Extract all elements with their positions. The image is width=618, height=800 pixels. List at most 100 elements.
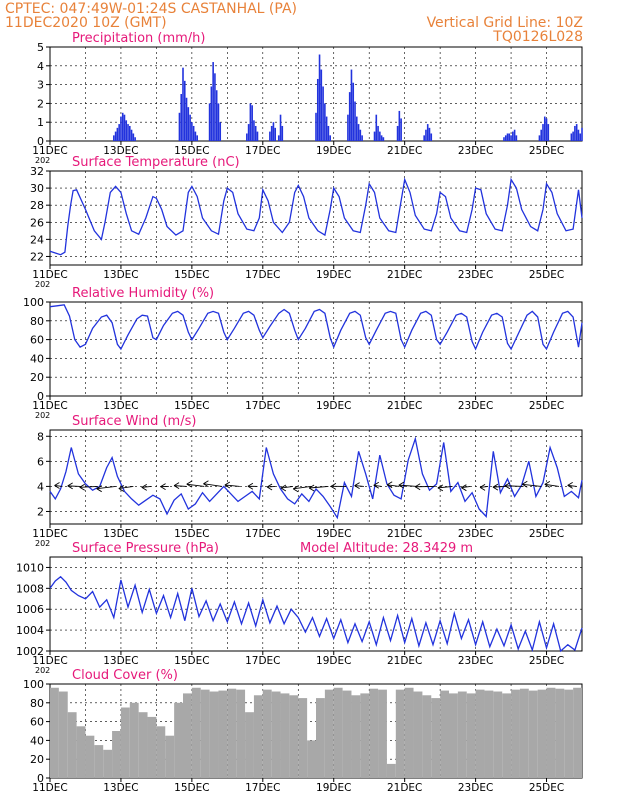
cloud-bar xyxy=(50,687,59,778)
precip-bar xyxy=(114,131,117,141)
cloud-bar xyxy=(386,763,396,778)
cloud-bar xyxy=(307,740,316,778)
wind-arrow-head xyxy=(118,485,125,492)
wind-arrow xyxy=(354,485,364,487)
wind-arrow xyxy=(373,484,382,487)
wind-arrow xyxy=(67,485,81,487)
cloud-bar xyxy=(395,689,405,778)
cloud-ytick-label: 0 xyxy=(37,772,44,785)
precip-bar xyxy=(116,127,119,141)
precip-bar xyxy=(125,120,128,141)
cloud-bar xyxy=(227,688,237,778)
precip-bar xyxy=(256,131,259,141)
precip-bar xyxy=(247,124,250,141)
temp-xtick-label: 25DEC xyxy=(529,269,564,281)
cloud-bar xyxy=(564,689,574,778)
pres-annotation: Model Altitude: 28.3429 m xyxy=(300,541,473,556)
precip-bar xyxy=(182,67,184,141)
wind-arrow xyxy=(293,485,311,490)
cloud-bar xyxy=(475,689,485,778)
temp-xtick-label: 23DEC xyxy=(458,269,493,281)
wind-arrow-head xyxy=(414,483,421,491)
wind-arrow xyxy=(387,484,400,487)
precip-bar xyxy=(132,133,135,141)
pres-frame xyxy=(49,556,583,652)
cloud-bar xyxy=(147,716,157,778)
cloud-bar xyxy=(378,689,387,778)
precip-bar xyxy=(274,127,277,141)
cloud-bar xyxy=(209,691,219,778)
precip-bar xyxy=(187,107,190,141)
precip-bar xyxy=(396,125,399,141)
precip-bar xyxy=(320,69,323,141)
wind-arrow xyxy=(567,484,577,487)
precip-bar xyxy=(373,131,376,141)
cloud-bar xyxy=(94,745,104,778)
wind-arrow-head xyxy=(67,482,73,490)
precip-ytick-label: 3 xyxy=(37,79,44,92)
cloud-bar xyxy=(174,702,183,778)
cloud-bar xyxy=(528,690,538,778)
wind-arrow xyxy=(186,483,205,487)
precip-bar xyxy=(246,133,248,141)
wind-arrow xyxy=(461,485,471,489)
wind-arrow-head xyxy=(398,481,405,489)
pres-xtick-label: 15DEC xyxy=(174,655,209,667)
cloud-bar xyxy=(218,690,228,778)
precip-bar xyxy=(316,78,319,141)
wind-arrow-head xyxy=(354,482,360,489)
precip-bar xyxy=(538,135,541,141)
wind-arrow-head xyxy=(96,485,102,493)
wind-line xyxy=(49,436,583,520)
precip-bar xyxy=(210,86,213,141)
precip-bar xyxy=(503,137,505,141)
wind-arrow xyxy=(141,485,152,488)
precip-bar xyxy=(347,114,349,141)
precip-bar xyxy=(357,124,360,141)
precip-bar xyxy=(189,114,191,141)
wind-ytick-label: 4 xyxy=(37,480,44,493)
cloud-xtick-label: 23DEC xyxy=(458,782,493,794)
precip-bar xyxy=(570,133,573,141)
precip-bar xyxy=(547,124,550,141)
pres-ytick-label: 1008 xyxy=(16,582,44,595)
wind-arrow-head xyxy=(522,480,528,488)
precip-bar xyxy=(400,118,402,141)
cloud-bar xyxy=(413,691,423,778)
precip-bar xyxy=(249,103,252,141)
cloud-bar xyxy=(324,689,334,778)
precip-xtick-label: 21DEC xyxy=(387,145,422,157)
precip-bar xyxy=(359,129,362,141)
wind-ytick-label: 8 xyxy=(37,430,44,443)
wind-arrow-head xyxy=(173,482,180,490)
wind-title: Surface Wind (m/s) xyxy=(72,414,196,429)
precip-bar xyxy=(425,129,427,141)
pres-ytick-label: 1002 xyxy=(16,645,44,658)
cloud-bar xyxy=(519,688,529,778)
cloud-bar xyxy=(298,698,308,778)
cloud-bar xyxy=(165,735,175,778)
temp-frame xyxy=(49,170,583,266)
precip-bar xyxy=(329,135,331,141)
wind-arrow-head xyxy=(461,484,467,492)
wind-arrow-head xyxy=(504,482,511,490)
precip-bar xyxy=(542,124,544,141)
wind-arrow-head xyxy=(386,481,393,489)
temp-ytick-label: 30 xyxy=(30,182,44,195)
precip-bar xyxy=(350,69,353,141)
precip-bar xyxy=(134,137,136,141)
temp-xtick-label: 15DEC xyxy=(174,269,209,281)
precip-xtick-label: 23DEC xyxy=(458,145,493,157)
precip-ytick-label: 1 xyxy=(37,116,44,129)
precip-bar xyxy=(196,135,198,141)
rh-xtick-label: 15DEC xyxy=(174,400,209,412)
precip-bar xyxy=(543,116,546,141)
wind-arrow-head xyxy=(293,485,299,493)
cloud-bar xyxy=(537,689,547,778)
cloud-panel: 0 20 40 60 80 100 11DEC 13DEC 15DEC 17DEC 19DEC 21D… xyxy=(23,668,583,794)
precip-bar xyxy=(208,103,211,141)
wind-arrow-head xyxy=(247,482,254,490)
precip-bar xyxy=(510,135,512,141)
precip-ytick-label: 5 xyxy=(37,41,44,54)
